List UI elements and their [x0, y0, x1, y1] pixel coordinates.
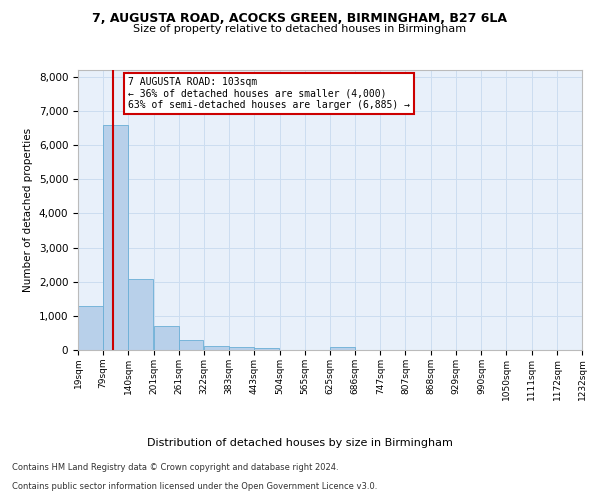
Text: Size of property relative to detached houses in Birmingham: Size of property relative to detached ho… [133, 24, 467, 34]
Bar [204, 346, 229, 350]
Y-axis label: Number of detached properties: Number of detached properties [23, 128, 33, 292]
Bar [154, 326, 179, 350]
Text: 7 AUGUSTA ROAD: 103sqm
← 36% of detached houses are smaller (4,000)
63% of semi-: 7 AUGUSTA ROAD: 103sqm ← 36% of detached… [128, 77, 410, 110]
Text: Distribution of detached houses by size in Birmingham: Distribution of detached houses by size … [147, 438, 453, 448]
Text: 7, AUGUSTA ROAD, ACOCKS GREEN, BIRMINGHAM, B27 6LA: 7, AUGUSTA ROAD, ACOCKS GREEN, BIRMINGHA… [92, 12, 508, 26]
Bar [254, 348, 279, 350]
Bar [179, 340, 203, 350]
Bar [229, 347, 254, 350]
Bar [330, 348, 355, 350]
Bar [103, 124, 128, 350]
Bar [78, 306, 103, 350]
Text: Contains public sector information licensed under the Open Government Licence v3: Contains public sector information licen… [12, 482, 377, 491]
Bar [128, 278, 153, 350]
Text: Contains HM Land Registry data © Crown copyright and database right 2024.: Contains HM Land Registry data © Crown c… [12, 464, 338, 472]
